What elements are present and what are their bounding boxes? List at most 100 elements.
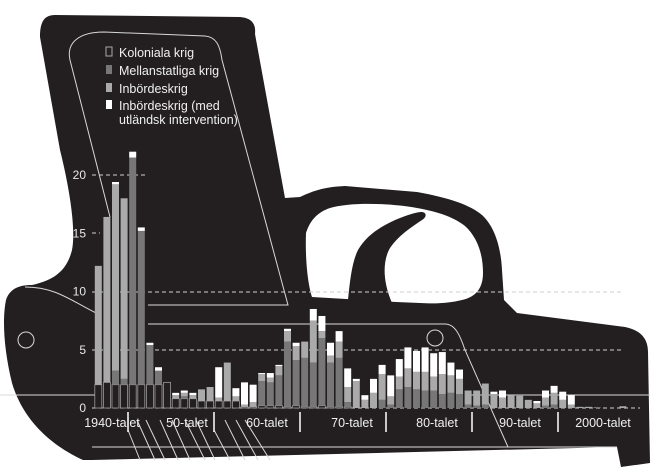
bar-segment-1948-0 — [111, 384, 120, 409]
bar-segment-1955-3 — [172, 392, 180, 396]
bar-segment-1982-2 — [404, 368, 412, 388]
bar-2003 — [585, 406, 592, 408]
bar-segment-1960-0 — [214, 400, 223, 409]
bar-segment-1967-0 — [274, 405, 283, 409]
bar-segment-1974-3 — [335, 331, 343, 342]
trigger-guard-opening — [305, 203, 483, 304]
decade-label: 90-talet — [499, 416, 541, 430]
bar-segment-1985-3 — [430, 353, 438, 377]
bar-1980 — [387, 375, 395, 408]
bar-segment-1950-3 — [129, 151, 137, 158]
legend-swatch-colonial — [105, 46, 113, 57]
bar-1962 — [231, 388, 240, 409]
bar-segment-1989-2 — [464, 390, 472, 405]
decade-label: 1940-talet — [84, 416, 140, 430]
bar-segment-1991-2 — [481, 383, 489, 405]
decade-label: 60-talet — [246, 416, 288, 430]
bar-segment-1955-0 — [171, 398, 180, 409]
bar-segment-1966-1 — [266, 382, 274, 406]
bar-segment-1998-2 — [542, 397, 549, 406]
bar-segment-1986-3 — [438, 352, 446, 375]
bar-segment-1956-1 — [180, 396, 188, 399]
bar-segment-1954-0 — [163, 381, 172, 409]
y-tick-label: 15 — [73, 226, 87, 240]
bar-segment-1979-1 — [378, 399, 386, 408]
bar-segment-1957-3 — [189, 392, 197, 396]
bar-segment-1973-1 — [327, 362, 334, 407]
bar-segment-1973-0 — [326, 406, 335, 409]
bar-segment-1970-1 — [301, 357, 309, 407]
bar-segment-1990-1 — [473, 405, 481, 408]
bar-segment-1965-1 — [258, 381, 266, 406]
bar-segment-1983-1 — [413, 389, 420, 408]
bar-segment-1994-2 — [507, 395, 515, 408]
bar-1999 — [550, 385, 558, 408]
bar-segment-1967-3 — [275, 364, 283, 367]
bar-segment-1960-3 — [215, 367, 223, 398]
bar-segment-1956-3 — [180, 390, 188, 393]
bar-segment-1953-0 — [154, 384, 163, 409]
bar-1990 — [473, 390, 481, 408]
bar-1961 — [223, 362, 232, 409]
bar-segment-1975-1 — [344, 402, 352, 407]
bar-1996 — [524, 399, 532, 408]
bar-segment-1948-1 — [112, 370, 119, 385]
bar-1970 — [300, 341, 309, 409]
bar-1981 — [395, 359, 403, 408]
bar-2001 — [567, 395, 575, 408]
legend-label-civil-intervention-line2: utländsk intervention) — [119, 113, 238, 127]
y-tick-label: 20 — [73, 168, 87, 182]
bar-segment-1957-2 — [189, 395, 197, 399]
bar-segment-1976-3 — [352, 378, 360, 382]
bar-2002 — [576, 406, 584, 408]
bar-segment-1985-1 — [430, 390, 438, 408]
legend-swatch-interstate — [106, 65, 112, 74]
bar-segment-1947-2 — [103, 216, 111, 383]
bar-segment-1980-1 — [387, 404, 395, 408]
bar-1948 — [111, 181, 120, 409]
bar-1951 — [137, 227, 146, 409]
bar-segment-1953-1 — [155, 370, 162, 385]
bar-1954 — [163, 381, 172, 409]
bar-segment-1995-2 — [516, 395, 524, 408]
bar-1995 — [516, 395, 524, 408]
bar-segment-1972-2 — [318, 331, 326, 339]
bar-1985 — [430, 353, 438, 408]
legend-label-colonial: Koloniala krig — [119, 46, 194, 60]
bar-segment-1999-3 — [550, 385, 558, 393]
bar-segment-1979-2 — [378, 374, 386, 400]
bar-segment-1969-3 — [292, 342, 300, 347]
bar-segment-2003-2 — [585, 406, 592, 408]
bar-1959 — [206, 387, 215, 409]
bar-1987 — [447, 362, 455, 408]
bar-segment-2000-2 — [559, 399, 567, 408]
legend-label-civil: Inbördeskrig — [119, 82, 188, 96]
bar-segment-1974-0 — [335, 406, 344, 409]
bar-segment-2007-2 — [619, 406, 627, 408]
bar-segment-2002-2 — [576, 406, 584, 408]
y-tick-label: 5 — [79, 343, 86, 357]
bar-1969 — [292, 342, 301, 409]
bar-1973 — [326, 342, 335, 409]
bar-1958 — [197, 389, 206, 409]
bar-1974 — [335, 331, 344, 409]
bar-segment-1958-0 — [197, 400, 206, 409]
bar-1955 — [171, 392, 180, 409]
bar-2007 — [619, 406, 627, 408]
bar-segment-1951-1 — [137, 230, 145, 385]
bar-segment-1967-1 — [275, 375, 283, 406]
bar-1986 — [438, 352, 446, 408]
bar-segment-1984-1 — [421, 390, 429, 408]
bar-segment-1980-2 — [387, 396, 395, 405]
bar-1949 — [120, 198, 128, 409]
bar-segment-1969-2 — [292, 346, 300, 361]
bar-segment-1969-1 — [292, 360, 300, 406]
bar-segment-1956-2 — [180, 392, 188, 397]
bar-segment-1959-2 — [206, 387, 214, 402]
bar-segment-1966-2 — [266, 377, 274, 383]
bar-segment-1970-0 — [300, 406, 309, 409]
bar-segment-1981-1 — [395, 389, 403, 408]
bar-segment-1984-2 — [421, 371, 429, 391]
bar-segment-1958-2 — [198, 389, 205, 402]
bar-segment-1977-2 — [361, 399, 369, 408]
